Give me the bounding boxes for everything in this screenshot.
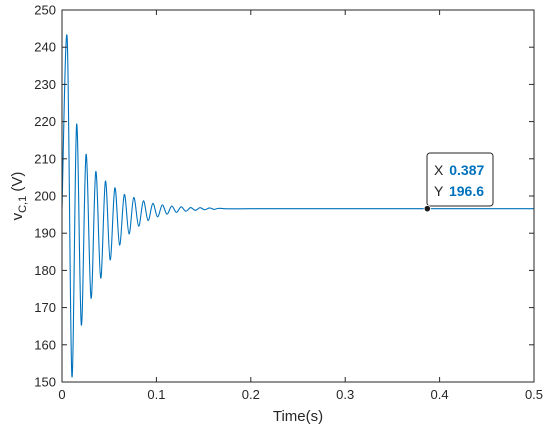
y-tick-label: 250 xyxy=(34,3,56,18)
y-tick-label: 240 xyxy=(34,40,56,55)
y-tick-label: 230 xyxy=(34,77,56,92)
y-tick-label: 190 xyxy=(34,226,56,241)
x-tick-label: 0.2 xyxy=(242,387,260,402)
x-tick-label: 0 xyxy=(58,387,65,402)
x-tick-label: 0.5 xyxy=(525,387,543,402)
y-tick-label: 210 xyxy=(34,151,56,166)
x-tick-label: 0.1 xyxy=(147,387,165,402)
y-axis-label-unit: (V) xyxy=(9,172,26,196)
y-axis-label-subscript: C,1 xyxy=(17,196,29,213)
y-axis: 150 160 170 180 190 200 210 220 230 240 250 xyxy=(34,3,534,390)
y-tick-label: 170 xyxy=(34,300,56,315)
x-axis: 0 0.1 0.2 0.3 0.4 0.5 xyxy=(58,10,543,402)
y-tick-label: 150 xyxy=(34,375,56,390)
datatip-x-label: X xyxy=(434,162,444,178)
x-tick-label: 0.4 xyxy=(431,387,449,402)
y-tick-label: 220 xyxy=(34,114,56,129)
series-line-0 xyxy=(61,34,534,378)
y-axis-label: vC,1 (V) xyxy=(9,172,29,221)
datatip-y-label: Y xyxy=(434,183,444,199)
datatip-y-value: 196.6 xyxy=(449,183,484,199)
datatip-x-row: X 0.387 xyxy=(434,162,484,178)
series-layer xyxy=(61,34,534,378)
datatip-x-value: 0.387 xyxy=(449,162,484,178)
y-axis-label-main: v xyxy=(9,212,26,220)
datatip-y-row: Y 196.6 xyxy=(434,183,484,199)
datatip[interactable]: X 0.387 Y 196.6 xyxy=(423,152,494,213)
y-tick-label: 180 xyxy=(34,263,56,278)
datatip-marker[interactable] xyxy=(423,205,431,213)
y-tick-label: 200 xyxy=(34,189,56,204)
datatip-box xyxy=(426,152,494,207)
y-tick-label: 160 xyxy=(34,337,56,352)
x-axis-label: Time(s) xyxy=(273,408,323,425)
x-tick-label: 0.3 xyxy=(336,387,354,402)
